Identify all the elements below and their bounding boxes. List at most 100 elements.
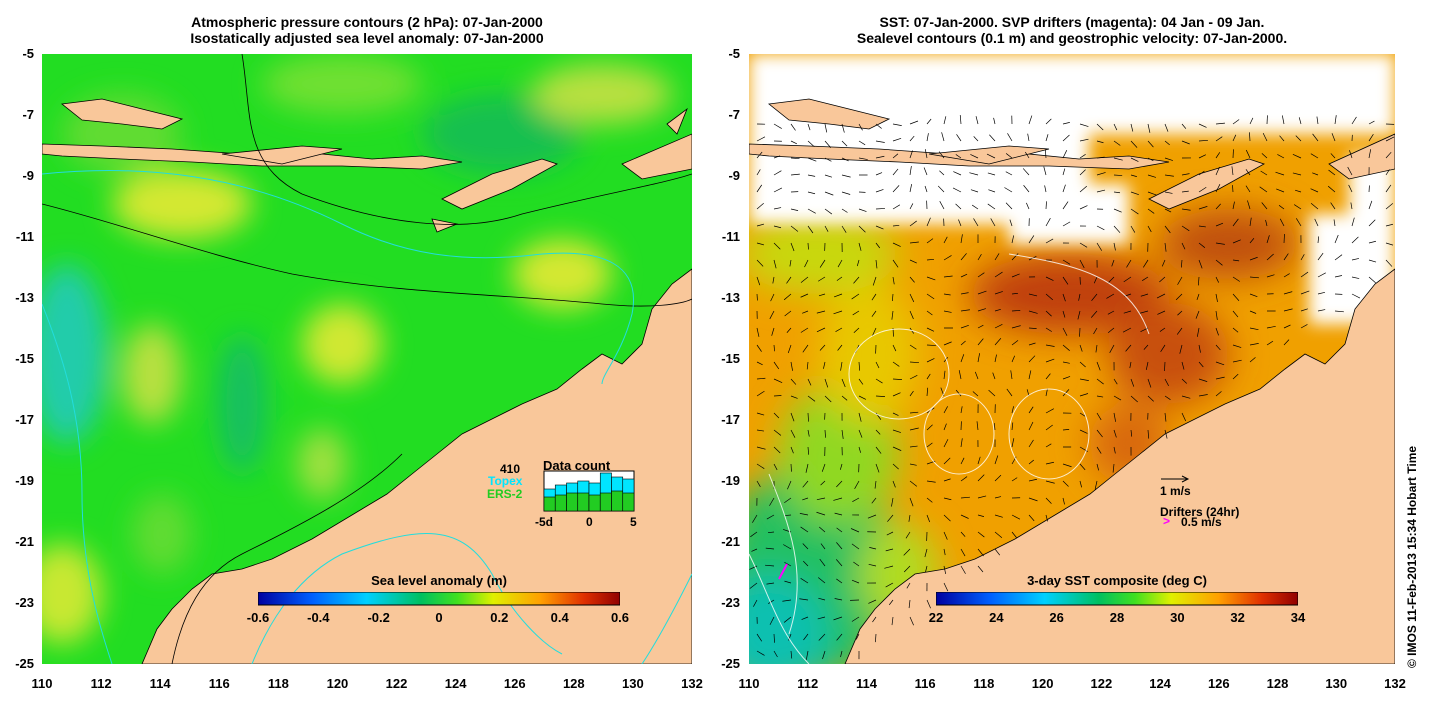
velocity-arrow bbox=[1028, 342, 1036, 346]
velocity-arrow bbox=[1147, 140, 1154, 148]
velocity-arrow bbox=[1385, 184, 1392, 193]
velocity-arrow bbox=[1261, 202, 1268, 210]
velocity-arrow bbox=[1028, 514, 1035, 522]
velocity-arrow bbox=[1368, 120, 1375, 125]
velocity-arrow bbox=[909, 166, 912, 176]
velocity-arrow bbox=[875, 172, 883, 176]
velocity-arrow bbox=[926, 276, 936, 281]
velocity-arrow bbox=[807, 123, 811, 131]
right-title-line2: Sealevel contours (0.1 m) and geostrophi… bbox=[856, 30, 1288, 46]
velocity-arrow bbox=[787, 344, 792, 354]
sst-map[interactable] bbox=[749, 54, 1395, 664]
velocity-arrow bbox=[824, 140, 832, 148]
velocity-arrow bbox=[835, 327, 843, 332]
velocity-arrow bbox=[891, 497, 894, 507]
velocity-arrow bbox=[1215, 152, 1221, 159]
velocity-arrow bbox=[1164, 395, 1171, 400]
velocity-arrow bbox=[994, 308, 1001, 312]
velocity-arrow bbox=[816, 310, 826, 314]
velocity-arrow bbox=[937, 185, 945, 193]
velocity-arrow bbox=[871, 310, 877, 317]
velocity-arrow bbox=[756, 361, 763, 366]
velocity-arrow bbox=[756, 412, 765, 416]
velocity-arrow bbox=[1062, 122, 1070, 125]
velocity-arrow bbox=[1283, 234, 1285, 244]
velocity-arrow bbox=[1147, 174, 1157, 178]
velocity-arrow bbox=[1096, 429, 1103, 438]
velocity-arrow bbox=[771, 327, 775, 336]
velocity-arrow bbox=[841, 123, 845, 133]
velocity-arrow bbox=[773, 361, 780, 370]
velocity-arrow bbox=[1122, 327, 1132, 333]
velocity-arrow bbox=[1113, 208, 1122, 213]
left-title-line1: Atmospheric pressure contours (2 hPa): 0… bbox=[191, 14, 543, 30]
velocity-arrow bbox=[773, 225, 782, 229]
velocity-arrow bbox=[1096, 189, 1106, 193]
velocity-arrow bbox=[1198, 186, 1207, 193]
velocity-arrow bbox=[926, 599, 931, 609]
data-count-tick-0: -5d bbox=[535, 515, 553, 529]
velocity-arrow bbox=[1300, 324, 1308, 329]
velocity-arrow bbox=[803, 560, 809, 567]
velocity-arrow bbox=[1334, 254, 1343, 261]
velocity-arrow bbox=[943, 478, 951, 482]
velocity-arrow bbox=[1161, 259, 1166, 267]
velocity-arrow bbox=[939, 170, 945, 176]
velocity-arrow bbox=[977, 324, 984, 329]
velocity-arrow bbox=[753, 599, 758, 607]
velocity-arrow bbox=[909, 427, 919, 431]
ers2-count-bar bbox=[554, 494, 567, 512]
velocity-arrow bbox=[1232, 134, 1237, 142]
velocity-arrow bbox=[1079, 480, 1082, 488]
velocity-arrow bbox=[1181, 123, 1187, 129]
left-lon-tick: 120 bbox=[326, 676, 349, 691]
velocity-arrow bbox=[970, 154, 979, 159]
sla-colorbar bbox=[258, 592, 620, 606]
velocity-arrow bbox=[1077, 310, 1081, 320]
velocity-arrow bbox=[1109, 344, 1115, 354]
velocity-arrow bbox=[926, 358, 935, 363]
velocity-arrow bbox=[1079, 378, 1089, 381]
sla-map[interactable] bbox=[42, 54, 692, 664]
velocity-arrow bbox=[824, 378, 829, 388]
velocity-arrow bbox=[807, 412, 809, 422]
velocity-arrow bbox=[790, 225, 799, 232]
velocity-arrow bbox=[1028, 497, 1038, 502]
velocity-arrow bbox=[1096, 378, 1104, 385]
velocity-arrow bbox=[1310, 153, 1319, 159]
velocity-arrow bbox=[1249, 276, 1259, 279]
velocity-arrow bbox=[1266, 274, 1275, 278]
velocity-arrow bbox=[977, 272, 985, 278]
velocity-arrow bbox=[1113, 446, 1116, 454]
velocity-arrow bbox=[773, 412, 780, 419]
velocity-arrow bbox=[926, 497, 933, 503]
velocity-arrow bbox=[1215, 293, 1218, 303]
velocity-arrow bbox=[756, 136, 766, 142]
velocity-arrow bbox=[1312, 133, 1319, 142]
velocity-arrow bbox=[816, 497, 826, 501]
velocity-arrow bbox=[1130, 395, 1138, 403]
velocity-arrow bbox=[858, 429, 863, 438]
velocity-arrow bbox=[833, 497, 843, 501]
velocity-arrow bbox=[1215, 361, 1225, 366]
velocity-arrow bbox=[1279, 218, 1285, 227]
velocity-arrow bbox=[841, 191, 851, 195]
velocity-arrow bbox=[975, 116, 979, 125]
velocity-arrow bbox=[807, 446, 810, 455]
velocity-arrow bbox=[1096, 242, 1103, 251]
velocity-arrow bbox=[892, 463, 899, 470]
velocity-arrow bbox=[840, 650, 843, 658]
velocity-arrow bbox=[943, 423, 947, 431]
velocity-arrow bbox=[1181, 173, 1190, 176]
velocity-arrow bbox=[892, 259, 899, 268]
velocity-arrow bbox=[1028, 310, 1038, 314]
right-lat-tick: -15 bbox=[721, 351, 740, 366]
velocity-arrow bbox=[1215, 184, 1221, 193]
velocity-arrow bbox=[765, 564, 775, 567]
sst-colorbar-tick: 32 bbox=[1230, 610, 1245, 625]
velocity-arrow bbox=[1215, 376, 1225, 380]
velocity-arrow bbox=[977, 308, 986, 312]
velocity-arrow bbox=[875, 225, 884, 230]
velocity-arrow bbox=[1265, 219, 1268, 227]
velocity-arrow bbox=[1198, 206, 1208, 210]
